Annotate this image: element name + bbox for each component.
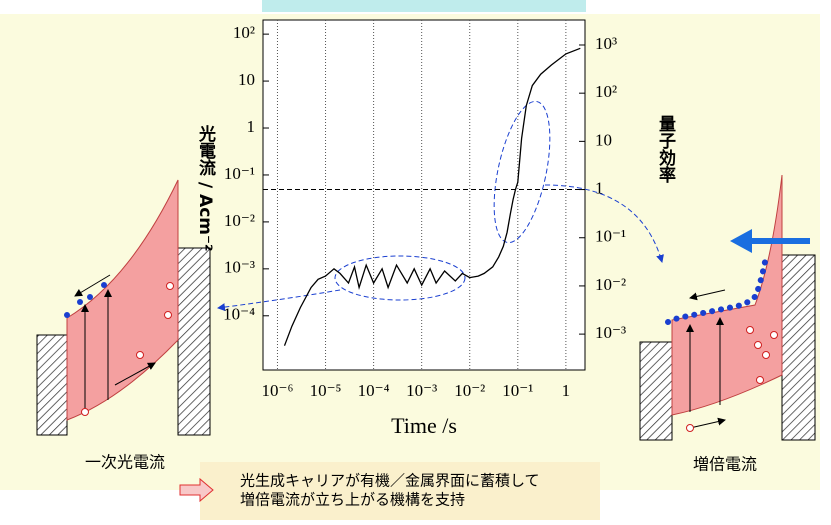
y2-tick-label: 10⁻¹ (595, 227, 626, 246)
y2-tick-label: 10 (595, 130, 612, 149)
y2-tick-label: 10⁻³ (595, 323, 626, 342)
y-tick-label: 1 (247, 117, 256, 136)
y-tick-label: 10 (238, 70, 255, 89)
note-line: 増倍電流が立ち上がる機構を支持 (240, 491, 465, 509)
y-axis-label: 光電流 / Acm⁻² (195, 124, 217, 251)
y2-axis-label: 量子効率 (655, 114, 676, 184)
y-tick-label: 10² (233, 23, 255, 42)
y-tick-label: 10⁻⁴ (223, 305, 255, 324)
x-tick-label: 1 (562, 381, 571, 400)
x-tick-label: 10⁻⁵ (310, 381, 342, 400)
y-tick-label: 10⁻¹ (224, 164, 255, 183)
slide: 一次光電流 増倍電流 光生成キャリアが有機／金属界面に蓄積して 増倍電流が立ち上… (0, 0, 831, 525)
y2-tick-label: 10³ (595, 34, 617, 53)
x-tick-label: 10⁻⁴ (358, 381, 390, 400)
note-line: 光生成キャリアが有機／金属界面に蓄積して (240, 472, 540, 490)
x-tick-label: 10⁻² (454, 381, 485, 400)
y2-tick-label: 10⁻² (595, 275, 626, 294)
y2-tick-label: 1 (595, 178, 604, 197)
x-axis-label: Time /s (391, 413, 457, 438)
x-tick-label: 10⁻¹ (502, 381, 533, 400)
left-label: 一次光電流 (85, 453, 165, 472)
right-label: 増倍電流 (693, 455, 757, 474)
title-box (262, 0, 586, 12)
x-tick-label: 10⁻³ (406, 381, 437, 400)
y-tick-label: 10⁻³ (224, 258, 255, 277)
y-tick-label: 10⁻² (224, 211, 255, 230)
x-tick-label: 10⁻⁶ (262, 381, 294, 400)
plot-area (263, 20, 585, 370)
y2-tick-label: 10² (595, 82, 617, 101)
